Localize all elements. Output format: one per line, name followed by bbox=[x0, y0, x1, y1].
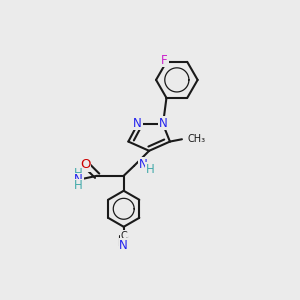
Text: C: C bbox=[120, 231, 127, 241]
Text: N: N bbox=[133, 117, 142, 130]
Text: N: N bbox=[74, 173, 83, 186]
Text: F: F bbox=[161, 53, 168, 67]
Text: N: N bbox=[119, 239, 128, 252]
Text: CH₃: CH₃ bbox=[187, 134, 205, 144]
Text: O: O bbox=[80, 158, 90, 171]
Text: H: H bbox=[74, 167, 82, 180]
Text: N: N bbox=[159, 117, 167, 130]
Text: N: N bbox=[139, 158, 148, 171]
Text: H: H bbox=[146, 163, 154, 176]
Text: H: H bbox=[74, 179, 82, 192]
